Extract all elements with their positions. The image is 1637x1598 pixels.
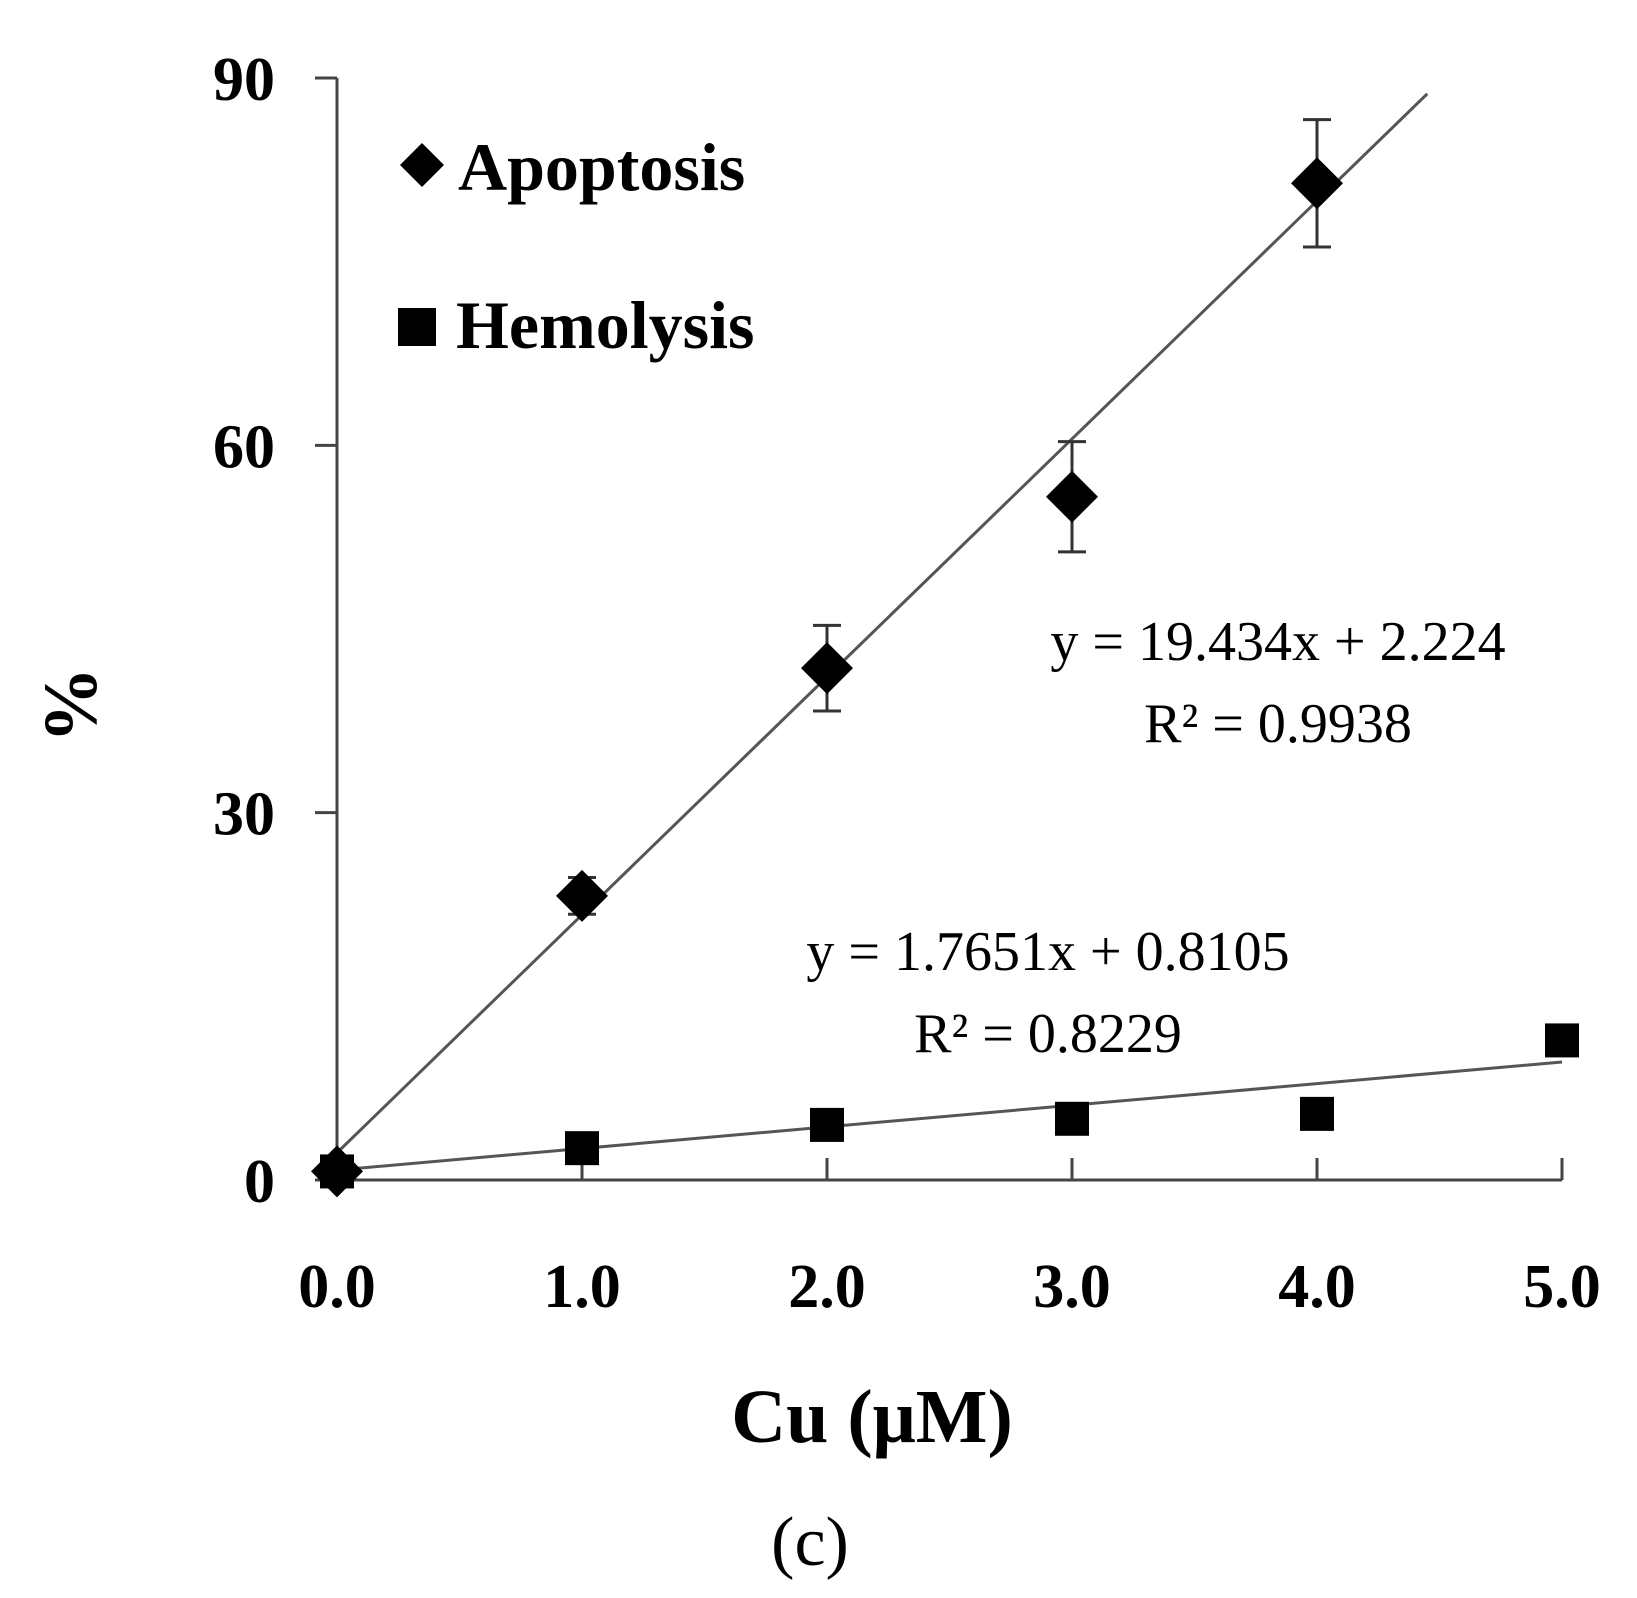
hemolysis-r-squared: R² = 0.8229 — [914, 1003, 1182, 1065]
apoptosis-trendline — [335, 92, 1429, 1154]
legend-hemolysis-marker — [398, 308, 436, 346]
tick-labels: 0 30 60 90 0.0 1.0 2.0 3.0 4.0 5.0 — [213, 46, 1601, 1321]
y-axis-title: % — [29, 667, 113, 743]
y-tick-label: 30 — [213, 781, 275, 849]
legend-apoptosis-marker — [400, 143, 444, 187]
hemolysis-equation: y = 1.7651x + 0.8105 — [806, 921, 1289, 983]
apoptosis-point — [801, 642, 853, 695]
apoptosis-equation: y = 19.434x + 2.224 — [1050, 611, 1505, 673]
error-bars — [568, 118, 1331, 916]
x-axis-title: Cu (μM) — [731, 1375, 1013, 1459]
trendlines — [335, 92, 1563, 1172]
hemolysis-point — [320, 1154, 354, 1189]
y-tick-label: 60 — [213, 413, 275, 481]
hemolysis-trendline — [336, 1060, 1563, 1172]
y-tick-label: 90 — [213, 46, 275, 114]
legend-hemolysis-label: Hemolysis — [456, 287, 754, 363]
apoptosis-point — [1291, 157, 1343, 210]
hemolysis-point — [1300, 1096, 1334, 1131]
apoptosis-point — [556, 869, 608, 922]
x-tick-label: 3.0 — [1033, 1253, 1111, 1321]
x-tick-label: 1.0 — [543, 1253, 621, 1321]
x-tick-label: 2.0 — [788, 1253, 866, 1321]
hemolysis-point — [1055, 1101, 1089, 1136]
legend: Apoptosis Hemolysis — [398, 129, 754, 363]
apoptosis-point — [1046, 470, 1098, 523]
x-tick-label: 4.0 — [1278, 1253, 1356, 1321]
hemolysis-point — [565, 1131, 599, 1166]
panel-label: (c) — [771, 1504, 849, 1581]
y-tick-label: 0 — [244, 1148, 275, 1216]
x-tick-label: 0.0 — [298, 1253, 376, 1321]
axes — [315, 76, 1564, 1182]
hemolysis-point — [1545, 1023, 1579, 1058]
apoptosis-r-squared: R² = 0.9938 — [1144, 693, 1412, 755]
legend-apoptosis-label: Apoptosis — [458, 129, 745, 205]
hemolysis-point — [810, 1107, 844, 1142]
data-markers — [311, 157, 1579, 1198]
x-tick-label: 5.0 — [1523, 1253, 1601, 1321]
